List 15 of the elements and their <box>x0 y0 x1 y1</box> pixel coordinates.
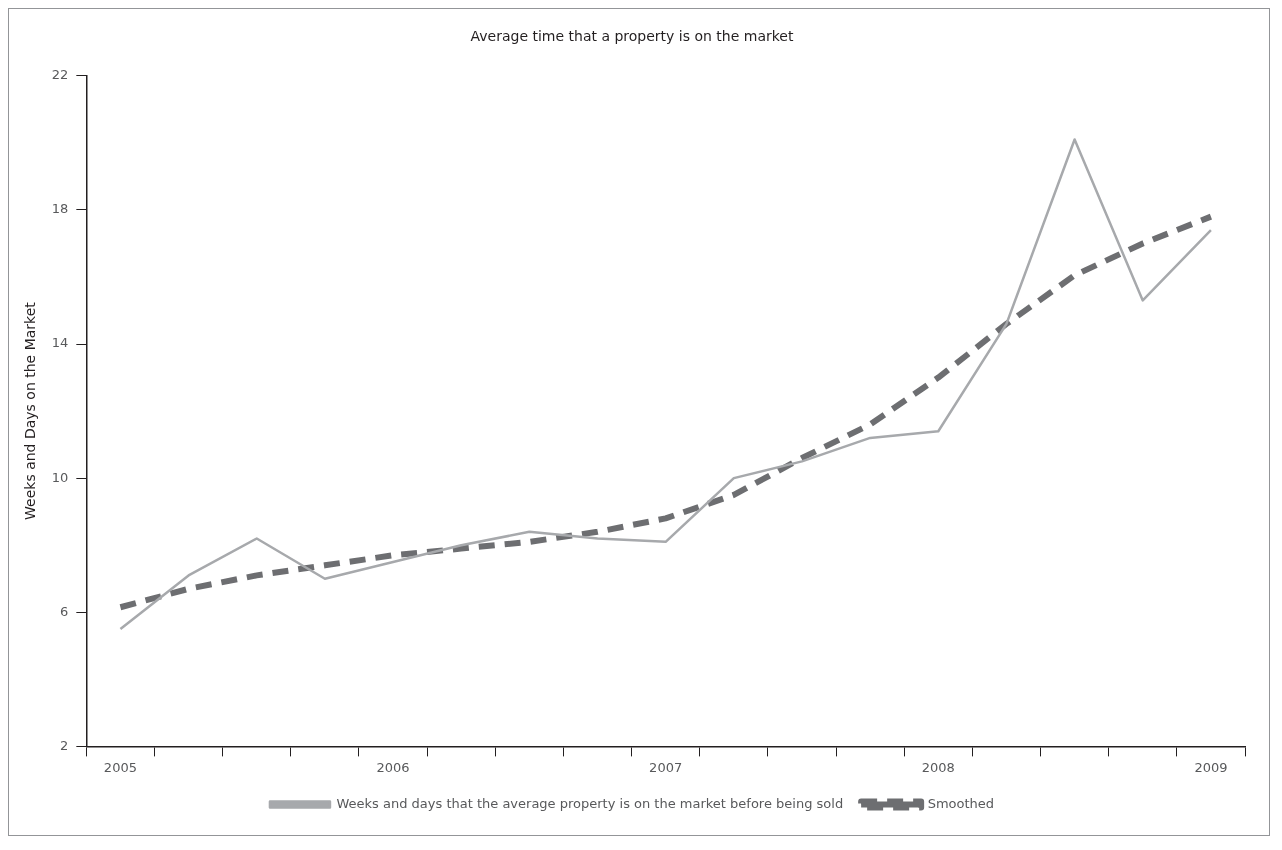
legend-label: Weeks and days that the average property is on the market before being sold <box>336 795 844 811</box>
x-tick-label: 2009 <box>1194 759 1228 775</box>
y-axis-title: Weeks and Days on the Market <box>22 301 39 520</box>
x-tick-label: 2005 <box>103 759 137 775</box>
x-tick-label: 2008 <box>921 759 955 775</box>
y-tick-label: 14 <box>51 335 69 351</box>
legend-label: Smoothed <box>927 795 995 811</box>
x-tick-label: 2006 <box>376 759 410 775</box>
y-tick-label: 18 <box>51 201 69 217</box>
y-tick-label: 6 <box>60 603 69 619</box>
chart-title: Average time that a property is on the market <box>470 28 794 45</box>
x-tick-label: 2007 <box>649 759 683 775</box>
y-tick-label: 10 <box>51 469 69 485</box>
y-tick-label: 22 <box>51 67 69 83</box>
y-tick-label: 2 <box>60 737 69 753</box>
